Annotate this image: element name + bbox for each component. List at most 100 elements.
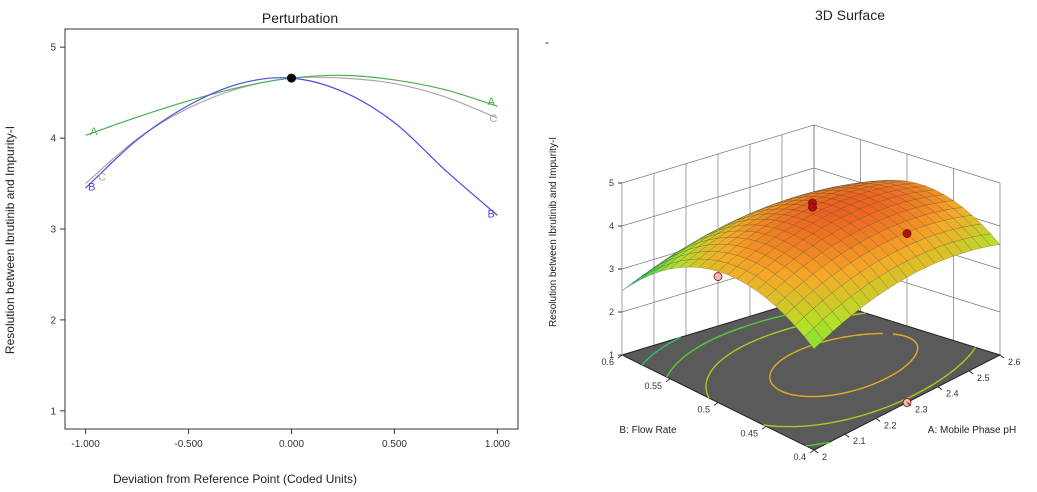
surface-cell	[887, 250, 908, 267]
surface-cell	[669, 249, 690, 261]
perturbation-x-axis-label: Deviation from Reference Point (Coded Un…	[113, 472, 357, 486]
perturbation-y-ticks: 1 2 3 4 5	[50, 43, 65, 417]
surface-cell	[793, 219, 814, 230]
surface-cell	[812, 192, 832, 198]
surface-cell	[850, 256, 870, 273]
perturbation-y-axis-label: Resolution between Ibrutinib and Impurit…	[3, 126, 17, 354]
surface-cell	[840, 247, 861, 264]
surface-cell	[859, 282, 880, 302]
surface-cell	[650, 259, 671, 272]
surface-cell	[774, 230, 795, 242]
wall-gridline	[813, 124, 1001, 184]
surface-cell	[841, 296, 861, 317]
surface-cell	[678, 258, 700, 268]
surface-cell	[745, 231, 766, 242]
surface-cell	[717, 244, 738, 254]
x-tick-mark	[844, 433, 850, 438]
surface-cell	[793, 196, 813, 201]
surface-cell	[888, 179, 908, 183]
y-tick-mark	[713, 402, 719, 406]
design-points	[713, 198, 912, 407]
x-tick-mark	[906, 402, 912, 406]
contour-line	[621, 354, 624, 356]
z-tick-label: 1	[609, 350, 614, 360]
surface-cell	[822, 275, 842, 294]
surface-cell	[812, 187, 832, 193]
surface-cell	[783, 234, 804, 247]
x-tick-label: 2.2	[884, 420, 897, 430]
wall-gridline	[621, 167, 815, 227]
series-end-label-b: B	[88, 181, 95, 193]
surface-cell	[774, 252, 795, 267]
series-end-label-c: C	[489, 113, 497, 125]
series-line-a	[85, 74, 498, 136]
surface-cell	[707, 237, 729, 246]
surface-cell	[859, 266, 880, 284]
x-tick-label: 2.1	[853, 436, 866, 446]
surface-cell	[812, 266, 833, 284]
y-tick-label: 3	[50, 225, 56, 236]
perturbation-plot-frame	[64, 28, 519, 430]
surface-cell	[831, 240, 851, 255]
surface-cell	[868, 188, 889, 196]
y-tick-label: 1	[50, 406, 56, 417]
surface-cell	[878, 179, 898, 182]
surface-cell	[726, 230, 747, 238]
surface-x-ticks: 2 2.1 2.2 2.3 2.4 2.5 2.6	[813, 354, 1021, 462]
surface-cell	[755, 267, 776, 283]
surface-cell	[717, 262, 738, 275]
surface-cell	[802, 223, 823, 234]
surface-cell	[726, 237, 747, 246]
surface-cell	[688, 258, 709, 268]
surface-cell	[896, 245, 917, 262]
surface-cell	[802, 214, 823, 224]
surface-cell	[669, 259, 690, 270]
surface-cell	[765, 208, 785, 215]
surface-cell	[812, 227, 832, 240]
design-point	[713, 272, 723, 281]
x-tick-label: 0.500	[382, 439, 407, 450]
surface-cell	[840, 184, 860, 189]
y-tick-label: 0.55	[644, 381, 662, 391]
surface-cell	[811, 209, 833, 219]
surface-cell	[698, 251, 719, 260]
z-tick-label: 3	[609, 264, 614, 274]
y-tick-mark	[617, 354, 623, 359]
surface-title: 3D Surface	[815, 7, 885, 23]
surface-y-axis-label: B: Flow Rate	[619, 425, 677, 436]
surface-cell	[755, 255, 776, 269]
surface-cell	[839, 191, 861, 198]
y-tick-mark	[809, 449, 815, 454]
surface-cell	[707, 231, 728, 241]
surface-cell	[641, 266, 661, 280]
surface-cell	[869, 276, 889, 296]
x-tick-mark	[999, 354, 1005, 359]
surface-cell	[850, 289, 871, 309]
surface-cell	[831, 228, 851, 241]
surface-cell	[821, 212, 842, 223]
x-tick-mark	[875, 417, 881, 422]
x-tick-label: -1.000	[71, 439, 100, 450]
y-tick-label: 0.45	[740, 428, 758, 438]
surface-cell	[934, 244, 954, 260]
surface-cell	[868, 210, 889, 222]
series-end-label-a: A	[90, 126, 98, 138]
surface-x-axis-label: A: Mobile Phase pH	[928, 425, 1016, 436]
series-end-label-b: B	[488, 209, 495, 221]
surface-chart: 3D Surface - 1 2 3 4 5 2 2.1 2.2 2.3 2.4 2.5 2.6 0…	[545, 7, 1021, 462]
surface-cell	[736, 214, 756, 223]
surface-cell	[688, 251, 709, 260]
surface-cell	[765, 289, 786, 307]
surface-cell	[812, 217, 832, 229]
surface-cell	[736, 230, 757, 240]
surface-cell	[783, 204, 804, 211]
perturbation-chart: Perturbation -1.000 -0.500 0.000 0.500 1.000…	[3, 10, 519, 486]
surface-cell	[698, 259, 719, 270]
wall-gridline	[621, 124, 815, 184]
surface-cell	[868, 201, 889, 212]
surface-cell	[803, 258, 823, 275]
surface-cell	[754, 219, 776, 227]
surface-cell	[736, 270, 757, 285]
x-tick-label: 2.5	[977, 373, 990, 383]
perturbation-title: Perturbation	[262, 10, 338, 26]
